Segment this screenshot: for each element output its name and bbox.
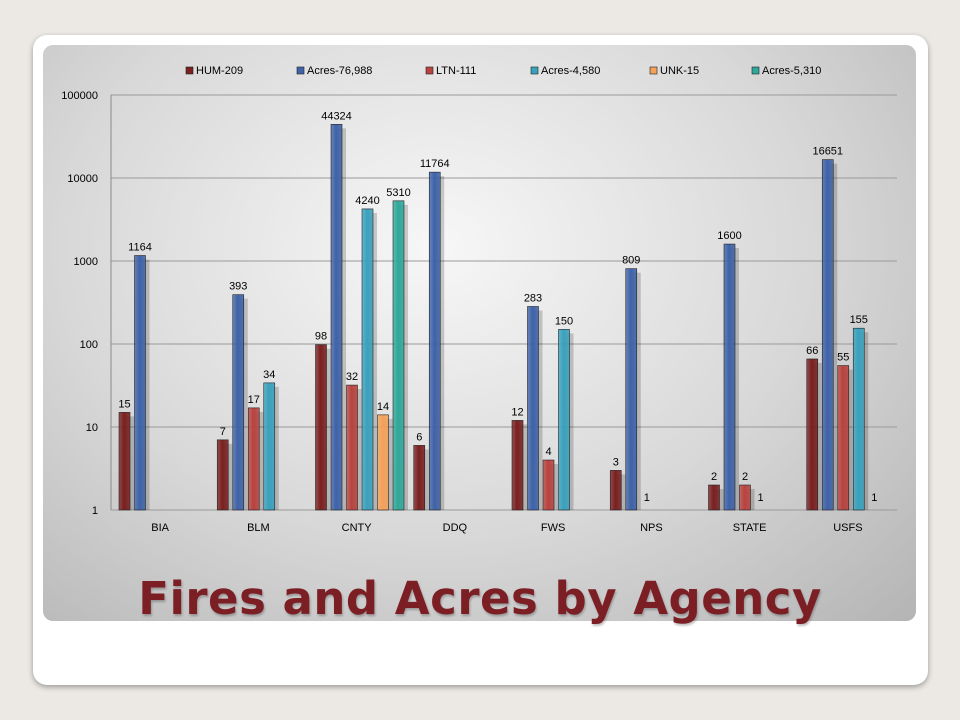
data-label: 16651 (812, 146, 843, 158)
bar (346, 384, 358, 511)
slide-title: Fires and Acres by Agency (138, 572, 822, 625)
bar (542, 459, 555, 511)
x-tick-label: FWS (541, 522, 565, 534)
x-tick-label: BIA (151, 522, 169, 534)
data-label: 17 (248, 394, 260, 406)
legend-swatch (751, 66, 760, 75)
bar (263, 382, 276, 511)
axes: 1 10 100 1000 10000 100000 BIA BLM CNTY DDQ FWS NPS… (61, 90, 897, 534)
legend-label: LTN-111 (436, 65, 476, 77)
data-label: 98 (315, 331, 327, 343)
x-tick-label: STATE (733, 522, 767, 534)
bar (625, 268, 638, 511)
data-label: 2 (742, 471, 748, 483)
x-tick-label: CNTY (342, 522, 373, 534)
data-label: 44324 (321, 110, 352, 122)
data-label: 6 (416, 431, 422, 443)
y-tick-label: 100000 (61, 90, 98, 102)
y-tick-label: 100 (80, 339, 98, 351)
bar (511, 420, 524, 511)
data-label: 1 (757, 492, 763, 504)
legend-swatch (530, 66, 539, 75)
legend-label: Acres-5,310 (762, 65, 821, 77)
data-label: 1 (644, 492, 650, 504)
data-label: 283 (524, 293, 542, 305)
bar (134, 255, 146, 511)
bar (361, 208, 374, 511)
x-tick-label: USFS (833, 522, 862, 534)
legend-swatch (425, 66, 434, 75)
y-tick-label: 1000 (74, 256, 98, 268)
x-tick-label: BLM (247, 522, 270, 534)
data-label: 7 (220, 426, 226, 438)
y-tick-label: 10 (86, 422, 98, 434)
bar (232, 294, 245, 511)
bar (330, 124, 343, 511)
data-label: 2 (711, 471, 717, 483)
bar (558, 329, 570, 511)
bar (723, 243, 736, 511)
chart-panel (43, 45, 916, 621)
data-label: 34 (263, 369, 275, 381)
bars (118, 124, 869, 511)
legend-swatch (185, 66, 194, 75)
data-label: 3 (613, 456, 619, 468)
data-label: 4 (545, 446, 551, 458)
bar (216, 439, 229, 511)
bar (708, 484, 720, 511)
data-label: 66 (806, 345, 818, 357)
data-label: 14 (377, 401, 389, 413)
bar (118, 412, 131, 511)
data-label: 12 (511, 406, 523, 418)
bar (413, 445, 426, 511)
bar (247, 407, 260, 511)
data-label: 5310 (386, 187, 410, 199)
x-tick-label: NPS (640, 522, 663, 534)
y-tick-label: 10000 (67, 173, 98, 185)
legend-label: Acres-4,580 (541, 65, 600, 77)
y-tick-label: 1 (92, 505, 98, 517)
bar (428, 171, 441, 511)
data-label: 393 (229, 281, 247, 293)
data-label: 1 (871, 492, 877, 504)
bar (837, 365, 850, 511)
bar (527, 306, 539, 511)
data-label: 1164 (128, 242, 152, 254)
data-label: 155 (850, 314, 868, 326)
bar (806, 358, 819, 511)
legend-label: HUM-209 (196, 65, 243, 77)
data-label: 55 (837, 352, 849, 364)
bar (392, 200, 405, 511)
bar (609, 470, 622, 511)
legend-label: Acres-76,988 (307, 65, 372, 77)
data-label: 32 (346, 371, 358, 383)
bar (739, 484, 751, 511)
bar (377, 414, 389, 511)
data-label: 15 (118, 398, 130, 410)
legend: HUM-209 Acres-76,988 LTN-111 Acres-4,580 UNK… (185, 65, 821, 77)
data-label: 150 (555, 315, 573, 327)
legend-swatch (649, 66, 658, 75)
data-labels: 1511647393173498443243242401453106117641… (118, 110, 877, 504)
bar (315, 344, 327, 511)
legend-label: UNK-15 (660, 65, 699, 77)
data-label: 809 (622, 255, 640, 267)
bar (852, 327, 865, 511)
data-label: 1600 (717, 230, 741, 242)
data-label: 11764 (420, 158, 450, 170)
bar (821, 159, 834, 511)
data-label: 4240 (355, 195, 379, 207)
x-tick-label: DDQ (443, 522, 468, 534)
legend-swatch (296, 66, 305, 75)
